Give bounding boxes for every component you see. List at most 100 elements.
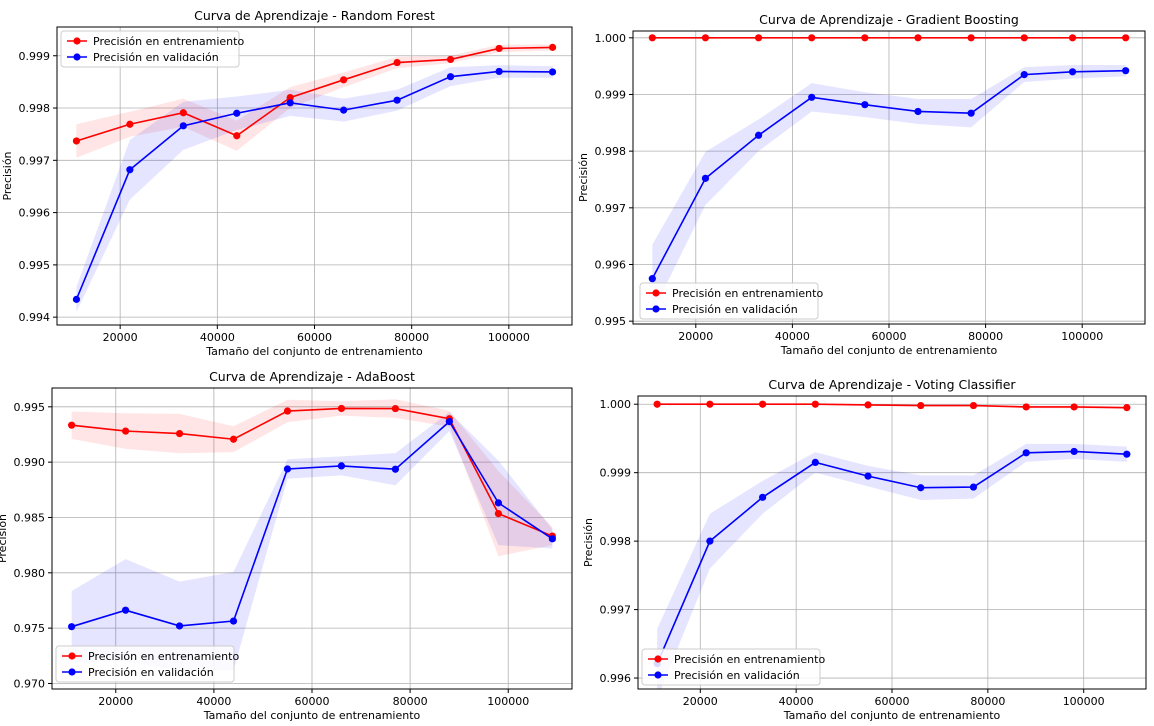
legend-box [55, 645, 235, 683]
x-tick-label: 100000 [1061, 330, 1103, 343]
plot-area [653, 400, 1131, 689]
val-data-point [283, 465, 292, 473]
chart-panel-3: 20000 40000 60000 80000 100000 0.970 0.975 0.98… [0, 369, 573, 722]
chart-title: Curva de Aprendizaje - Random Forest [194, 8, 435, 23]
train-data-point [391, 404, 399, 413]
val-data-point [548, 68, 557, 76]
val-data-point [72, 295, 81, 303]
y-tick-label: 0.999 [595, 88, 627, 101]
train-data-point [1070, 403, 1078, 411]
train-data-point [337, 404, 346, 413]
train-data-point [548, 43, 557, 51]
legend: Precisión en entrenamiento Precisión en v… [639, 282, 823, 320]
legend: Precisión en entrenamiento Precisión en v… [60, 30, 244, 68]
train-data-point [1068, 34, 1077, 42]
y-tick-label: 0.970 [14, 677, 46, 690]
x-tick-label: 40000 [196, 695, 231, 708]
train-data-point [126, 120, 134, 128]
chart-title: Curva de Aprendizaje - Voting Classifier [768, 377, 1016, 392]
val-data-point [175, 622, 184, 630]
x-tick-label: 100000 [487, 695, 529, 708]
val-data-point [495, 67, 503, 76]
y-tick-label: 0.997 [600, 604, 632, 617]
legend: Precisión en entrenamiento Precisión en v… [641, 648, 825, 686]
y-tick-label: 0.996 [595, 258, 627, 271]
val-series-line [656, 450, 1127, 664]
plot-area [648, 34, 1130, 313]
val-data-point [68, 623, 76, 631]
legend-swatch-marker [654, 655, 662, 663]
legend-swatch-marker [654, 671, 662, 679]
y-axis-label: Precisión [577, 153, 590, 202]
train-data-point [754, 34, 763, 42]
val-data-point [340, 106, 348, 114]
train-series-line [76, 46, 553, 142]
y-tick-label: 0.995 [14, 401, 46, 414]
train-data-point [68, 421, 76, 429]
val-data-point [754, 131, 763, 139]
legend-swatch-marker [68, 652, 76, 660]
train-data-point [494, 510, 503, 518]
chart-title: Curva de Aprendizaje - AdaBoost [209, 369, 415, 384]
x-tick-label: 40000 [775, 330, 810, 343]
legend-label: Precisión en entrenamiento [674, 653, 825, 666]
x-tick-label: 60000 [295, 695, 330, 708]
legend-label: Precisión en entrenamiento [93, 35, 244, 48]
val-confidence-band [71, 412, 553, 671]
legend-box [60, 30, 240, 68]
val-data-point [393, 96, 401, 104]
val-data-point [967, 109, 975, 117]
y-axis-label: Precisión [1, 151, 14, 200]
train-data-point [706, 400, 714, 408]
train-data-point [393, 58, 401, 67]
val-data-point [648, 275, 656, 283]
y-tick-label: 0.975 [14, 622, 46, 635]
y-tick-label: 0.997 [595, 202, 627, 215]
legend-label: Precisión en validación [672, 303, 798, 316]
y-tick-label: 0.995 [19, 259, 51, 272]
x-tick-label: 20000 [103, 331, 138, 344]
y-tick-label: 0.998 [19, 102, 51, 115]
train-data-point [914, 34, 922, 42]
val-data-point [446, 73, 455, 81]
x-tick-label: 100000 [488, 331, 530, 344]
val-data-point [229, 617, 238, 625]
val-data-point [126, 166, 134, 174]
legend-swatch-marker [68, 668, 76, 676]
y-tick-label: 1.000 [595, 32, 627, 45]
y-tick-label: 0.996 [600, 672, 632, 685]
train-data-point [286, 93, 294, 102]
train-data-point [969, 401, 978, 410]
val-series-line [651, 69, 1126, 280]
val-data-point [706, 537, 714, 545]
legend-label: Precisión en entrenamiento [672, 287, 823, 300]
x-tick-label: 40000 [779, 695, 814, 708]
y-tick-label: 0.997 [19, 154, 51, 167]
legend: Precisión en entrenamiento Precisión en v… [55, 645, 239, 683]
train-series-line [71, 407, 553, 537]
x-tick-label: 60000 [297, 331, 332, 344]
train-data-point [1020, 34, 1028, 42]
val-data-point [548, 535, 556, 543]
legend-label: Precisión en validación [88, 666, 214, 679]
train-data-point [179, 109, 187, 117]
val-data-point [121, 606, 130, 614]
train-data-point [72, 137, 81, 145]
val-data-point [861, 101, 869, 109]
legend-swatch-marker [73, 37, 81, 45]
x-tick-label: 40000 [200, 331, 235, 344]
x-tick-label: 60000 [872, 330, 907, 343]
val-data-point [391, 465, 399, 473]
train-data-point [917, 401, 925, 410]
val-confidence-band [76, 65, 553, 312]
y-tick-label: 0.995 [595, 315, 627, 328]
val-data-point [1022, 449, 1030, 457]
x-axis-label: Tamaño del conjunto de entrenamiento [205, 345, 423, 358]
legend-box [639, 282, 819, 320]
val-series-line [71, 420, 553, 628]
y-tick-label: 0.998 [600, 535, 632, 548]
train-data-point [967, 34, 975, 42]
train-data-point [701, 34, 710, 42]
plot-area [68, 399, 556, 671]
